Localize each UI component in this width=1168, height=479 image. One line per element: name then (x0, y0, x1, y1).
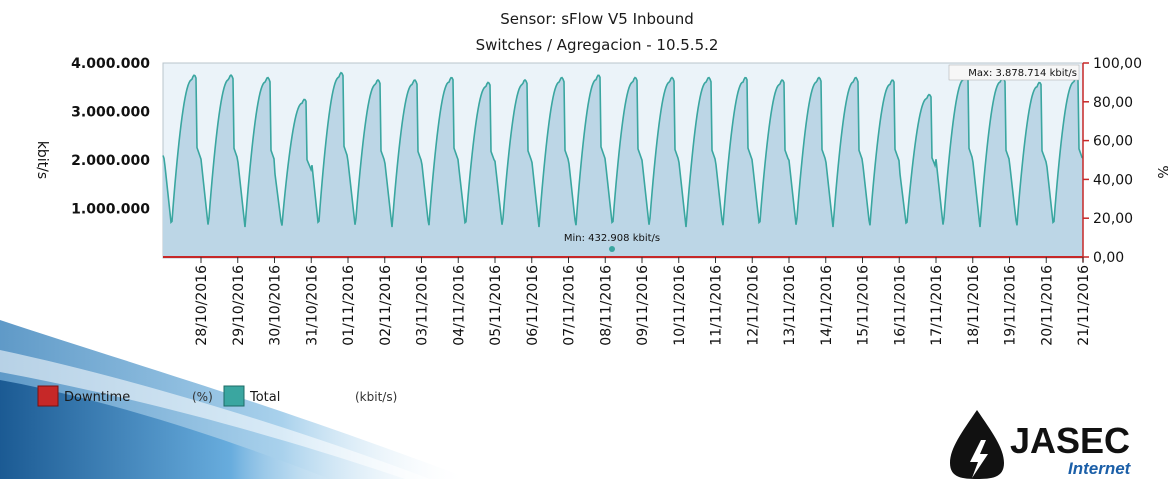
y2-tick-label: 80,00 (1093, 95, 1133, 111)
x-axis-ticks: 28/10/2016 29/10/2016 30/10/2016 31/10/2016… (194, 257, 1092, 346)
x-tick-label: 19/11/2016 (1003, 265, 1019, 346)
min-annotation: Min: 432.908 kbit/s (564, 233, 660, 252)
jasec-logo: JASEC Internet (950, 410, 1132, 479)
x-tick-label: 08/11/2016 (598, 265, 614, 346)
y2-tick-label: 20,00 (1093, 211, 1133, 227)
x-tick-label: 15/11/2016 (856, 265, 872, 346)
x-tick-label: 06/11/2016 (525, 265, 541, 346)
right-axis-ticks: 100,00 80,00 60,00 40,00 20,00 0,00 (1083, 56, 1142, 266)
legend-downtime-swatch (37, 385, 59, 407)
logo-tagline: Internet (1068, 459, 1132, 478)
legend: Downtime (%) Total (kbit/s) (37, 385, 397, 407)
chart-title: Sensor: sFlow V5 Inbound (500, 10, 694, 28)
y-axis-label: kbit/s (34, 141, 50, 179)
x-tick-label: 12/11/2016 (745, 265, 761, 346)
x-tick-label: 16/11/2016 (892, 265, 908, 346)
x-tick-label: 07/11/2016 (562, 265, 578, 346)
y-tick-label: 1.000.000 (71, 202, 150, 218)
series-total-line (162, 71, 1084, 228)
x-tick-label: 02/11/2016 (378, 265, 394, 346)
left-axis-ticks: 4.000.000 3.000.000 2.000.000 1.000.000 (71, 56, 150, 218)
y2-tick-label: 40,00 (1093, 172, 1133, 188)
y2-tick-label: 60,00 (1093, 134, 1133, 150)
legend-downtime-label: Downtime (64, 390, 130, 405)
x-tick-label: 10/11/2016 (672, 265, 688, 346)
x-tick-label: 11/11/2016 (709, 265, 725, 346)
chart-subtitle: Switches / Agregacion - 10.5.5.2 (476, 36, 719, 54)
legend-total-label: Total (249, 390, 280, 405)
x-tick-label: 14/11/2016 (819, 265, 835, 346)
y-tick-label: 3.000.000 (71, 105, 150, 121)
lightning-bolt-icon (970, 440, 988, 478)
x-tick-label: 31/10/2016 (304, 265, 320, 346)
x-tick-label: 13/11/2016 (782, 265, 798, 346)
y-tick-label: 2.000.000 (71, 153, 150, 169)
legend-total-swatch (223, 385, 245, 407)
x-tick-label: 28/10/2016 (194, 265, 210, 346)
y2-tick-label: 100,00 (1093, 56, 1142, 72)
logo-name: JASEC (1010, 420, 1130, 461)
x-tick-label: 20/11/2016 (1039, 265, 1055, 346)
x-tick-label: 04/11/2016 (451, 265, 467, 346)
x-tick-label: 21/11/2016 (1076, 265, 1092, 346)
x-tick-label: 05/11/2016 (488, 265, 504, 346)
series-total-area (163, 72, 1083, 257)
x-tick-label: 30/10/2016 (268, 265, 284, 346)
min-annotation-text: Min: 432.908 kbit/s (564, 233, 660, 244)
x-tick-label: 09/11/2016 (635, 265, 651, 346)
x-tick-label: 17/11/2016 (929, 265, 945, 346)
max-annotation-text: Max: 3.878.714 kbit/s (968, 68, 1077, 79)
y2-tick-label: 0,00 (1093, 250, 1124, 266)
y-tick-label: 4.000.000 (71, 56, 150, 72)
x-tick-label: 18/11/2016 (966, 265, 982, 346)
min-marker (609, 246, 615, 252)
x-tick-label: 29/10/2016 (231, 265, 247, 346)
x-tick-label: 03/11/2016 (415, 265, 431, 346)
legend-total-unit: (kbit/s) (355, 390, 397, 404)
x-tick-label: 01/11/2016 (341, 265, 357, 346)
water-drop-icon (950, 410, 1004, 479)
y2-axis-label: % (1154, 165, 1168, 178)
max-annotation: Max: 3.878.714 kbit/s (948, 64, 1080, 81)
legend-downtime-unit: (%) (192, 390, 213, 404)
